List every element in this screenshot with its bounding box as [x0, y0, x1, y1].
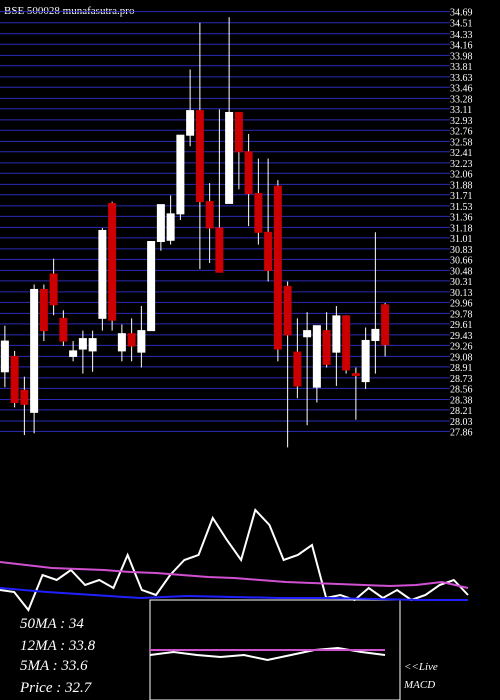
- candle-body: [342, 315, 351, 371]
- candle-body: [98, 229, 107, 319]
- y-tick-label: 34.69: [450, 8, 473, 19]
- candle-body: [195, 110, 204, 203]
- y-tick-label: 34.33: [450, 30, 473, 41]
- candle-body: [332, 315, 341, 353]
- y-tick-label: 28.56: [450, 384, 473, 395]
- candle-body: [88, 338, 97, 352]
- candle-body: [166, 213, 175, 241]
- candle-body: [361, 339, 370, 383]
- y-tick-label: 31.71: [450, 191, 473, 202]
- candle-body: [283, 285, 292, 336]
- y-tick-label: 33.11: [450, 105, 472, 116]
- candle-body: [176, 134, 185, 215]
- candle-body: [30, 288, 39, 413]
- candle-body: [78, 338, 87, 350]
- ma12-label: 12MA : 33.8: [20, 638, 96, 654]
- candle-body: [39, 288, 48, 332]
- candle-body: [0, 340, 9, 373]
- y-tick-label: 32.41: [450, 148, 473, 159]
- candle-body: [108, 202, 117, 321]
- candle-body: [293, 351, 302, 387]
- candle-body: [20, 389, 29, 405]
- y-tick-label: 30.48: [450, 266, 473, 277]
- candle-body: [156, 204, 165, 243]
- candle-body: [225, 111, 234, 204]
- y-tick-label: 33.81: [450, 62, 473, 73]
- indicator-line: [0, 561, 469, 589]
- y-tick-label: 29.96: [450, 298, 473, 309]
- y-tick-label: 30.13: [450, 288, 473, 299]
- candle-body: [312, 325, 321, 388]
- y-tick-label: 33.46: [450, 83, 473, 94]
- candle-body: [127, 333, 136, 347]
- candle-body: [303, 330, 312, 338]
- candle-body: [244, 151, 253, 195]
- candle-body: [273, 185, 282, 350]
- candle-body: [49, 273, 58, 306]
- candle-body: [205, 201, 214, 229]
- price-label: Price : 32.7: [19, 680, 93, 696]
- y-tick-label: 27.86: [450, 427, 473, 438]
- candle-body: [264, 231, 273, 271]
- y-tick-label: 32.93: [450, 116, 473, 127]
- indicator-line: [0, 587, 468, 601]
- y-tick-label: 29.43: [450, 331, 473, 342]
- y-tick-label: 31.18: [450, 223, 473, 234]
- y-tick-label: 30.66: [450, 255, 473, 266]
- candle-body: [371, 328, 380, 341]
- chart-title: BSE 500028 munafasutra.pro: [4, 5, 135, 17]
- y-tick-label: 32.58: [450, 137, 473, 148]
- y-tick-label: 29.26: [450, 341, 473, 352]
- candle-body: [10, 355, 19, 404]
- candle-body: [137, 330, 146, 353]
- y-tick-label: 32.23: [450, 159, 473, 170]
- y-tick-label: 32.76: [450, 126, 473, 137]
- live-link[interactable]: <<Live: [404, 661, 438, 673]
- y-tick-label: 29.61: [450, 320, 473, 331]
- y-tick-label: 28.21: [450, 406, 473, 417]
- candle-body: [215, 227, 224, 273]
- ma5-label: 5MA : 33.6: [20, 658, 88, 674]
- macd-label: MACD: [403, 679, 435, 691]
- candle-body: [234, 111, 243, 153]
- candle-body: [117, 333, 126, 352]
- y-tick-label: 31.88: [450, 180, 473, 191]
- y-tick-label: 30.31: [450, 277, 473, 288]
- y-tick-label: 31.36: [450, 212, 473, 223]
- y-tick-label: 28.03: [450, 417, 473, 428]
- candle-body: [381, 304, 390, 346]
- y-tick-label: 29.08: [450, 352, 473, 363]
- y-tick-label: 28.38: [450, 395, 473, 406]
- ma50-label: 50MA : 34: [20, 616, 84, 632]
- y-tick-label: 31.01: [450, 234, 473, 245]
- y-tick-label: 34.16: [450, 40, 473, 51]
- y-tick-label: 30.83: [450, 245, 473, 256]
- candle-body: [254, 193, 263, 233]
- candle-body: [351, 373, 360, 376]
- candle-body: [69, 350, 78, 357]
- y-tick-label: 33.98: [450, 51, 473, 62]
- candle-body: [147, 241, 156, 332]
- y-tick-label: 31.53: [450, 202, 473, 213]
- candle-body: [59, 317, 68, 342]
- y-tick-label: 32.06: [450, 169, 473, 180]
- y-tick-label: 34.51: [450, 19, 473, 30]
- y-tick-label: 28.73: [450, 374, 473, 385]
- y-tick-label: 28.91: [450, 363, 473, 374]
- y-tick-label: 33.63: [450, 73, 473, 84]
- y-tick-label: 29.78: [450, 309, 473, 320]
- candle-body: [186, 110, 195, 136]
- y-tick-label: 33.28: [450, 94, 473, 105]
- indicator-line: [0, 508, 469, 612]
- candle-body: [322, 330, 331, 365]
